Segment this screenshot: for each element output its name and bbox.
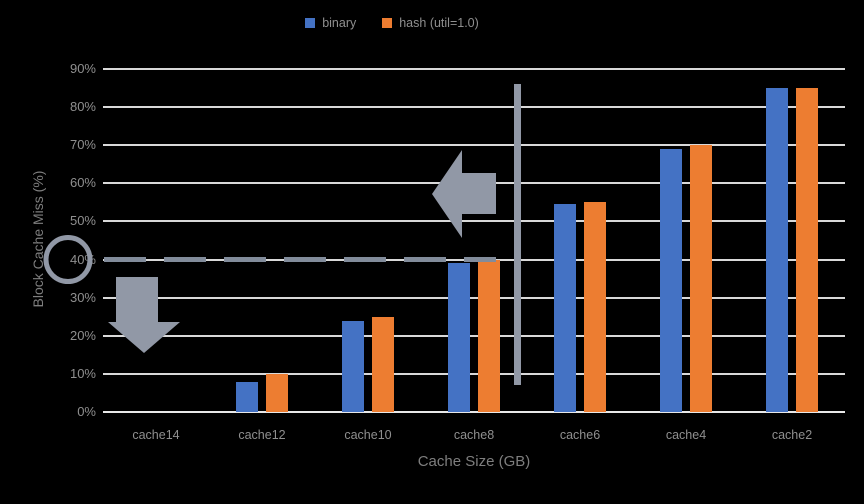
- bar-cache6-series-1: [584, 202, 606, 412]
- legend-label: binary: [322, 16, 357, 30]
- y-tick-label: 50%: [69, 213, 96, 229]
- gridline: [103, 372, 845, 375]
- legend: binary hash (util=1.0): [0, 16, 824, 30]
- bar-cache10-series-0: [342, 320, 364, 412]
- gridline: [103, 106, 845, 109]
- y-tick-label: 10%: [69, 365, 96, 381]
- down-arrow-icon: [108, 277, 180, 353]
- legend-swatch-icon: [305, 18, 316, 28]
- vertical-separator-line: [514, 84, 521, 385]
- left-arrow-icon: [432, 150, 496, 238]
- gridline: [103, 220, 845, 223]
- gridline: [103, 144, 845, 147]
- y-tick-label: 90%: [69, 61, 96, 76]
- x-tick-label: cache2: [771, 428, 813, 442]
- y-tick-label: 80%: [69, 99, 96, 115]
- legend-swatch-icon: [382, 18, 393, 28]
- gridline: [103, 296, 845, 299]
- x-tick-label: cache6: [559, 428, 601, 442]
- gridline: [103, 68, 845, 70]
- legend-item: hash (util=1.0): [382, 16, 479, 30]
- bar-cache2-series-1: [796, 88, 818, 412]
- x-axis-line: [103, 411, 845, 413]
- y-axis-title: Block Cache Miss (%): [30, 170, 46, 308]
- bar-cache2-series-0: [766, 88, 788, 412]
- gridline: [103, 182, 845, 185]
- y-tick-label: 30%: [69, 289, 96, 305]
- x-tick-label: cache8: [453, 428, 495, 442]
- legend-label: hash (util=1.0): [399, 16, 479, 30]
- bar-cache8-series-0: [448, 263, 470, 412]
- bar-cache8-series-1: [478, 259, 500, 412]
- gridline: [103, 334, 845, 337]
- bar-cache6-series-0: [554, 204, 576, 412]
- y-tick-label: 40%: [69, 251, 96, 267]
- bar-cache12-series-0: [236, 381, 258, 412]
- x-tick-label: cache4: [665, 428, 707, 442]
- x-tick-label: cache14: [132, 428, 180, 442]
- y-tick-label: 0%: [77, 404, 96, 419]
- gridline: [103, 258, 845, 261]
- bar-cache10-series-1: [372, 316, 394, 412]
- bar-cache12-series-1: [266, 373, 288, 412]
- y-tick-label: 20%: [69, 327, 96, 343]
- legend-item: binary: [305, 16, 356, 30]
- y-tick-label: 60%: [69, 175, 96, 191]
- x-axis-title: Cache Size (GB): [417, 453, 531, 470]
- bar-cache4-series-1: [690, 145, 712, 412]
- x-tick-label: cache10: [344, 428, 392, 442]
- x-tick-label: cache12: [238, 428, 286, 442]
- y-tick-label: 70%: [69, 137, 96, 153]
- bar-cache4-series-0: [660, 149, 682, 412]
